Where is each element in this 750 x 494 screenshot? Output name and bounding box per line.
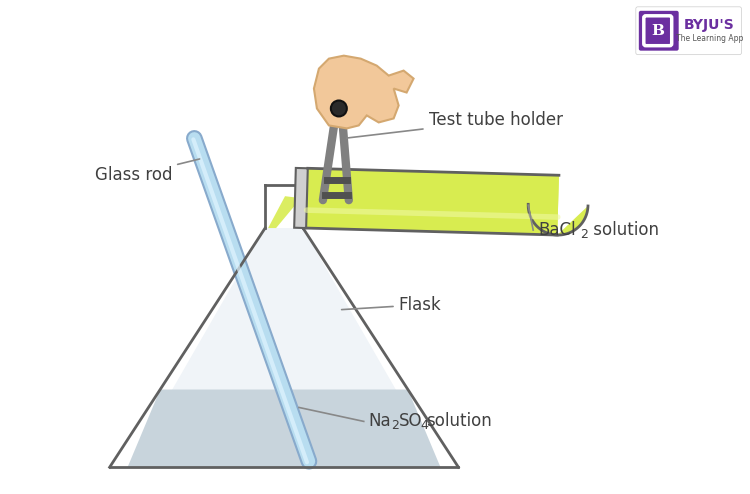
Polygon shape: [294, 168, 307, 228]
Text: SO: SO: [399, 412, 422, 430]
Circle shape: [331, 100, 346, 117]
Polygon shape: [128, 389, 440, 467]
Text: The Learning App: The Learning App: [676, 34, 743, 43]
Text: BaCl: BaCl: [538, 221, 576, 239]
Text: 2: 2: [580, 228, 588, 241]
Polygon shape: [128, 228, 440, 467]
Polygon shape: [306, 168, 559, 235]
Text: solution: solution: [427, 412, 492, 430]
Text: B: B: [651, 24, 664, 38]
FancyBboxPatch shape: [639, 11, 679, 51]
Text: solution: solution: [588, 221, 659, 239]
Text: 4: 4: [421, 419, 428, 432]
Polygon shape: [314, 56, 413, 128]
FancyBboxPatch shape: [636, 7, 742, 55]
Polygon shape: [268, 196, 301, 228]
Text: BYJU'S: BYJU'S: [684, 18, 735, 32]
Text: Na: Na: [369, 412, 392, 430]
Text: Test tube holder: Test tube holder: [346, 112, 562, 138]
Polygon shape: [528, 175, 588, 235]
Text: 2: 2: [391, 419, 398, 432]
Text: Glass rod: Glass rod: [94, 159, 200, 184]
Text: Flask: Flask: [341, 296, 442, 314]
